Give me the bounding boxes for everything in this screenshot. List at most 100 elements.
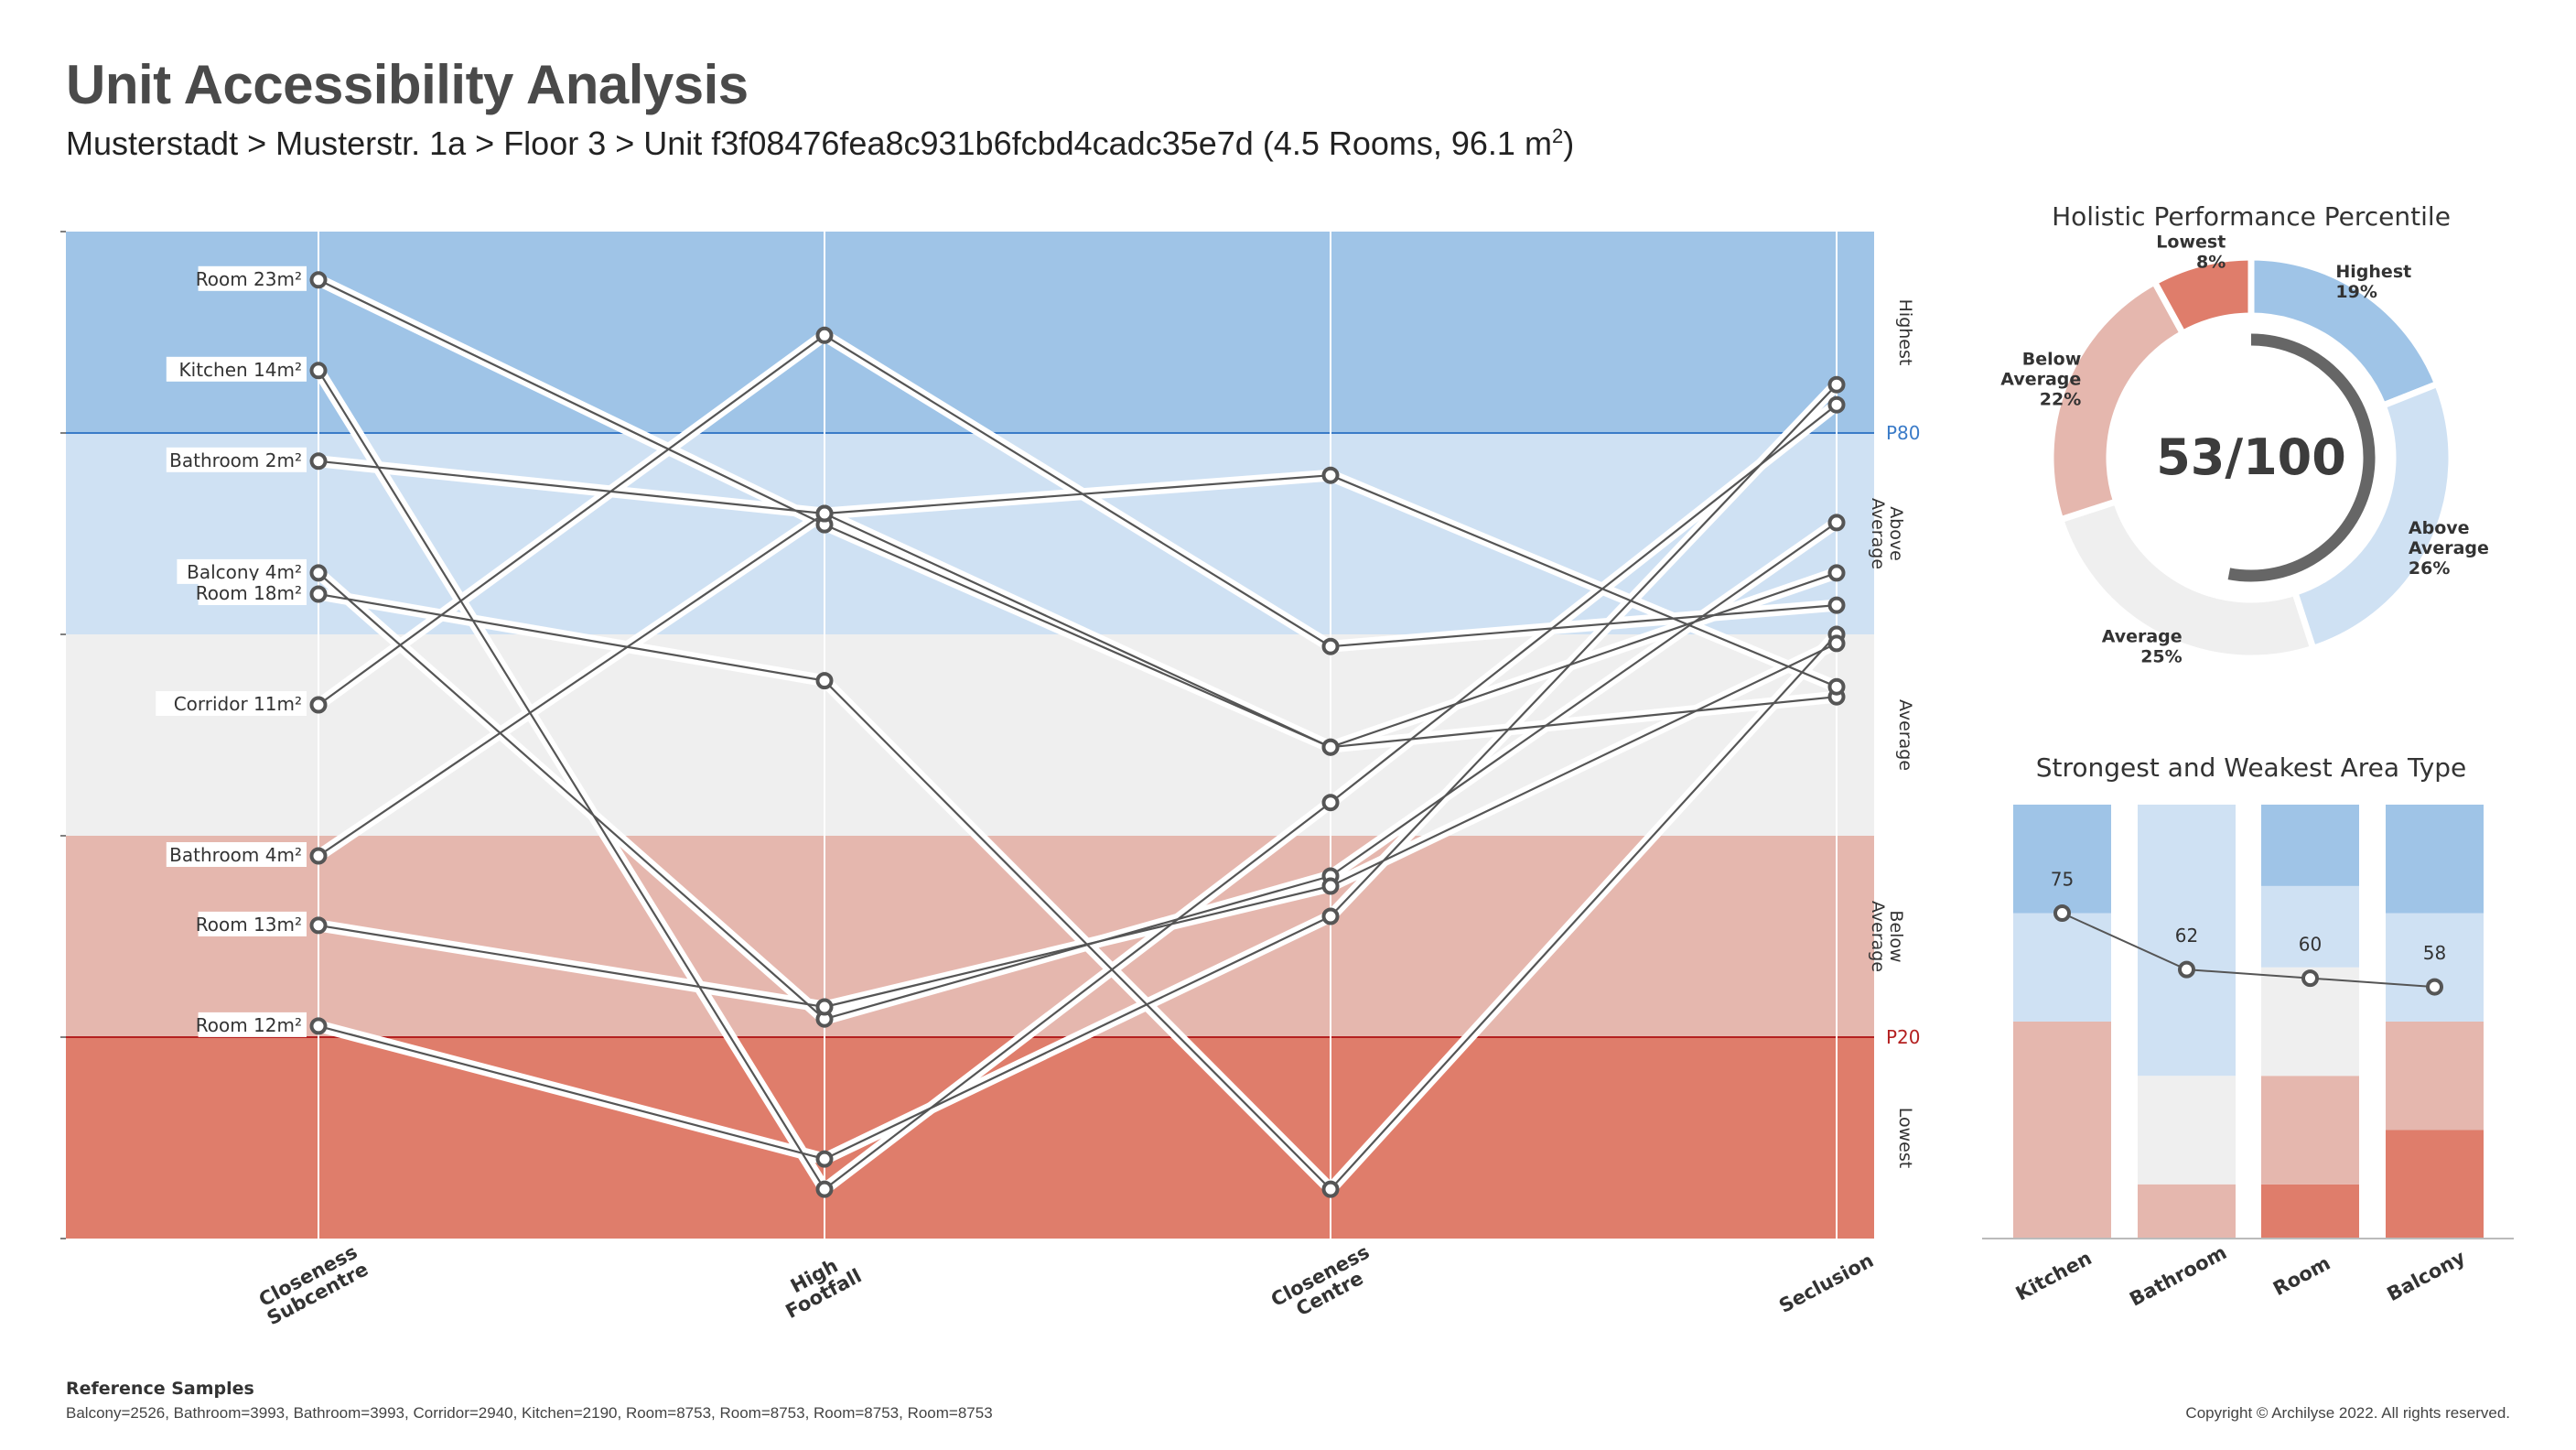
axis-label-closeness-subcentre: ClosenessSubcentre — [253, 1240, 372, 1330]
bar-segment-balcony-above-average — [2386, 913, 2484, 1022]
data-point-kitchen-14m — [1321, 794, 1340, 812]
series-label-text: Room 23m² — [196, 268, 302, 290]
reference-samples-text: Balcony=2526, Bathroom=3993, Bathroom=39… — [66, 1404, 993, 1422]
series-label-text: Room 18m² — [196, 582, 302, 604]
data-point-bathroom-2m — [309, 452, 328, 471]
series-label-room-18m: Room 18m² — [196, 580, 307, 605]
data-point-room-23m — [309, 271, 328, 289]
data-point-room-18m — [815, 672, 834, 690]
percentile-donut-chart: Holistic Performance Percentile Highest 19… — [2000, 201, 2489, 667]
series-line-bathroom-2m — [318, 460, 1838, 688]
area-unit-superscript: 2 — [1551, 124, 1564, 147]
series-label-text: Bathroom 4m² — [169, 844, 302, 866]
data-point-bathroom-4m — [1321, 738, 1340, 756]
series-label-box — [166, 842, 307, 867]
score-line — [2062, 912, 2435, 989]
data-point-room-13m — [309, 916, 328, 935]
donut-slice-lowest — [2150, 254, 2255, 338]
reference-samples-title: Reference Samples — [66, 1379, 254, 1399]
series-label-balcony-4m: Balcony 4m² — [177, 558, 307, 584]
unit-breadcrumb: Musterstadt > Musterstr. 1a > Floor 3 > … — [66, 124, 1574, 163]
donut-label-below-average: Below Average 22% — [2000, 350, 2081, 410]
series-label-text: Corridor 11m² — [174, 693, 302, 715]
series-label-box — [177, 558, 307, 584]
series-line-room-12m — [318, 384, 1838, 1161]
breadcrumb-text: Musterstadt > Musterstr. 1a > Floor 3 > … — [66, 124, 1552, 162]
series-line-corridor-11m — [318, 334, 1838, 706]
copyright-text: Copyright © Archilyse 2022. All rights r… — [2185, 1404, 2510, 1422]
series-label-room-23m: Room 23m² — [196, 265, 307, 291]
band-lowest — [66, 1037, 1874, 1239]
bar-segment-bathroom-above-average — [2138, 805, 2236, 1077]
bar-segment-balcony-below-average — [2386, 1022, 2484, 1131]
series-label-kitchen-14m: Kitchen 14m² — [166, 356, 307, 382]
series-label-box — [198, 1012, 307, 1037]
series-label-text: Balcony 4m² — [187, 561, 302, 583]
score-point-room — [2301, 969, 2319, 988]
page-title: Unit Accessibility Analysis — [66, 54, 749, 115]
band-label-above-average: AboveAverage — [1868, 498, 1906, 569]
series-label-box — [198, 265, 307, 291]
axis-label-high-footfall: HighFootfall — [772, 1247, 865, 1323]
data-point-balcony-4m — [1827, 514, 1846, 532]
parallel-coordinates-chart: Highest AboveAverage Average BelowAverage Lo… — [60, 231, 1921, 1330]
data-point-room-18m — [309, 585, 328, 603]
bar-segment-room-lowest — [2261, 1184, 2359, 1239]
band-label-average: Average — [1895, 699, 1915, 771]
series-label-box — [166, 447, 307, 472]
band-average — [66, 634, 1874, 836]
score-point-balcony — [2426, 978, 2443, 996]
data-point-corridor-11m — [815, 326, 834, 344]
bar-segment-room-highest — [2261, 805, 2359, 886]
bar-segment-kitchen-below-average — [2013, 1022, 2111, 1239]
data-point-room-13m — [1321, 877, 1340, 895]
series-line-bathroom-4m — [318, 512, 1838, 857]
donut-slice-above-average — [2290, 379, 2455, 653]
bar-segment-kitchen-above-average — [2013, 913, 2111, 1022]
score-value-balcony: 58 — [2423, 942, 2446, 964]
band-label-highest: Highest — [1895, 299, 1915, 366]
series-line-room-23m — [318, 278, 1838, 749]
series-label-box — [198, 580, 307, 605]
category-label-room: Room — [2269, 1252, 2333, 1301]
data-point-room-18m — [1321, 1180, 1340, 1198]
bar-segment-kitchen-highest — [2013, 805, 2111, 914]
donut-label-lowest: Lowest 8% — [2156, 232, 2226, 272]
axis-label-seclusion: Seclusion — [1775, 1250, 1877, 1317]
series-label-room-12m: Room 12m² — [196, 1012, 307, 1037]
score-point-bathroom — [2178, 960, 2195, 979]
bar-segment-bathroom-below-average — [2138, 1184, 2236, 1239]
data-point-bathroom-4m — [309, 847, 328, 865]
score-value-room: 60 — [2299, 934, 2322, 956]
data-point-corridor-11m — [309, 696, 328, 714]
bar-chart-title: Strongest and Weakest Area Type — [2036, 752, 2467, 783]
series-label-box — [166, 356, 307, 382]
bar-segment-bathroom-average — [2138, 1076, 2236, 1185]
series-label-box — [198, 911, 307, 936]
donut-title: Holistic Performance Percentile — [2052, 201, 2451, 232]
series-label-text: Kitchen 14m² — [179, 359, 302, 381]
series-label-text: Room 13m² — [196, 914, 302, 936]
data-point-room-12m — [309, 1017, 328, 1035]
series-label-text: Bathroom 2m² — [169, 449, 302, 471]
series-label-text: Room 12m² — [196, 1014, 302, 1036]
series-line-room-18m — [318, 592, 1838, 1191]
threshold-label-p80: P80 — [1886, 422, 1921, 444]
data-point-room-12m — [1827, 375, 1846, 394]
category-label-kitchen: Kitchen — [2012, 1247, 2096, 1304]
donut-label-average: Average 25% — [2102, 627, 2183, 667]
bar-segment-room-below-average — [2261, 1076, 2359, 1185]
data-point-balcony-4m — [309, 564, 328, 582]
series-label-box — [156, 691, 307, 716]
score-point-kitchen — [2053, 904, 2071, 922]
data-point-kitchen-14m — [1827, 395, 1846, 414]
axis-label-closeness-centre: ClosenessCentre — [1267, 1241, 1383, 1329]
category-label-balcony: Balcony — [2384, 1246, 2470, 1305]
data-point-room-12m — [1321, 907, 1340, 925]
band-label-lowest: Lowest — [1895, 1108, 1915, 1168]
data-point-room-13m — [1827, 634, 1846, 653]
threshold-label-p20: P20 — [1886, 1026, 1921, 1048]
data-point-bathroom-4m — [815, 504, 834, 523]
series-line-kitchen-14m — [318, 370, 1838, 1191]
